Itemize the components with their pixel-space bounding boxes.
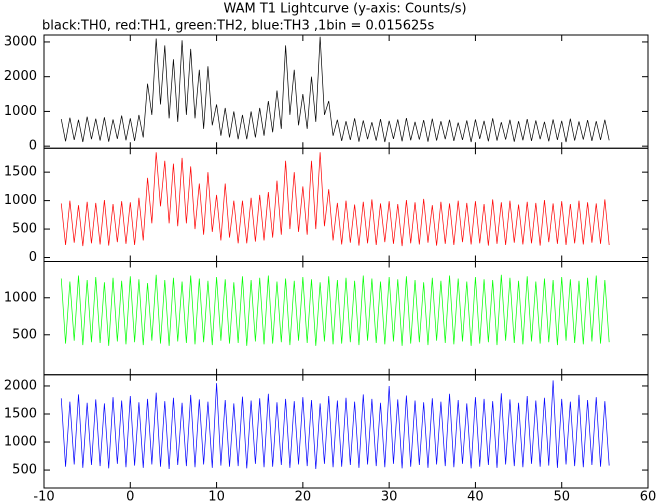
x-tick-label: -10: [33, 490, 54, 504]
x-tick-label: 30: [381, 490, 398, 504]
chart-title: WAM T1 Lightcurve (y-axis: Counts/s): [223, 2, 466, 17]
y-tick-label: 500: [12, 222, 37, 237]
y-tick-label: 0: [29, 250, 37, 265]
y-tick-label: 1000: [4, 104, 37, 119]
y-tick-label: 1000: [4, 290, 37, 305]
x-tick-label: 20: [295, 490, 312, 504]
lightcurve: [60, 152, 610, 247]
panel-frame: [43, 34, 649, 149]
y-tick-label: 500: [12, 463, 37, 478]
y-tick-label: 1000: [4, 435, 37, 450]
x-tick-label: 60: [640, 490, 657, 504]
y-tick-label: 2000: [4, 378, 37, 393]
y-tick-label: 1000: [4, 193, 37, 208]
x-tick-label: 0: [126, 490, 134, 504]
y-tick-label: 2000: [4, 69, 37, 84]
y-tick-label: 500: [12, 327, 37, 342]
y-tick-label: 3000: [4, 34, 37, 49]
lightcurve: [60, 36, 610, 143]
lightcurve: [60, 380, 610, 469]
lightcurve: [60, 274, 610, 346]
y-tick-label: 1500: [4, 165, 37, 180]
y-tick-label: 1500: [4, 406, 37, 421]
chart-subtitle: black:TH0, red:TH1, green:TH2, blue:TH3 …: [42, 19, 435, 34]
x-tick-label: 10: [208, 490, 225, 504]
x-tick-label: 40: [467, 490, 484, 504]
panel-frame: [43, 374, 649, 489]
x-tick-label: 50: [553, 490, 570, 504]
y-tick-label: 0: [29, 139, 37, 154]
